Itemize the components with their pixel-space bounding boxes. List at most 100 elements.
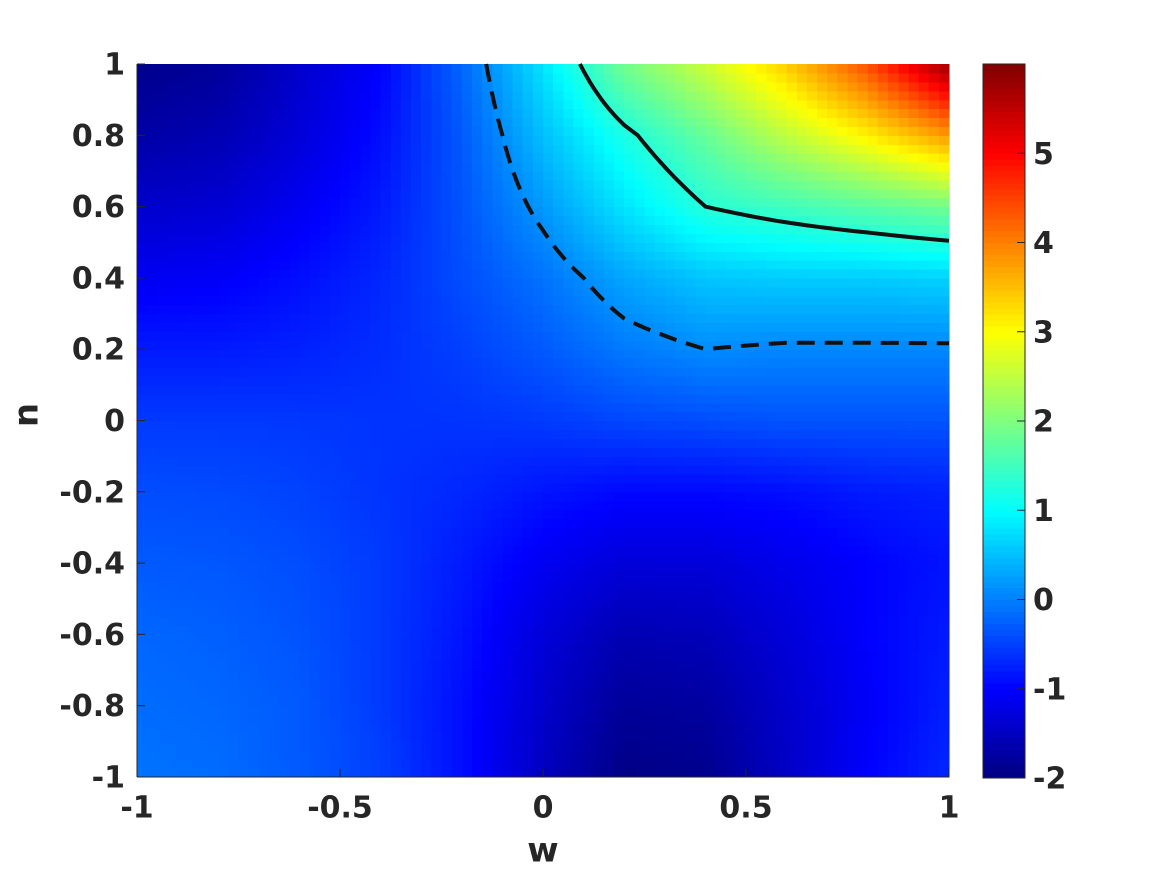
contour-cell <box>624 367 635 377</box>
contour-cell <box>471 652 483 662</box>
contour-cell <box>421 598 432 609</box>
contour-cell <box>360 572 372 582</box>
contour-cell <box>482 144 493 154</box>
contour-cell <box>573 260 585 270</box>
contour-cell <box>208 197 219 208</box>
contour-cell <box>319 144 331 154</box>
contour-cell <box>593 473 605 484</box>
contour-cell <box>279 491 290 502</box>
contour-cell <box>492 286 503 297</box>
contour-cell <box>674 242 686 252</box>
contour-cell <box>258 750 270 760</box>
contour-cell <box>147 384 158 395</box>
contour-cell <box>614 563 625 573</box>
contour-cell <box>634 358 646 368</box>
contour-cell <box>147 536 158 546</box>
contour-cell <box>746 438 757 448</box>
contour-cell <box>238 313 250 324</box>
contour-cell <box>664 268 676 279</box>
contour-cell <box>492 411 503 422</box>
contour-cell <box>471 108 483 119</box>
contour-cell <box>248 188 260 199</box>
contour-cell <box>634 482 646 493</box>
contour-cell <box>380 732 392 742</box>
contour-cell <box>441 286 453 297</box>
contour-cell <box>735 420 747 431</box>
contour-cell <box>674 268 686 279</box>
contour-cell <box>370 135 382 145</box>
contour-cell <box>512 126 524 136</box>
contour-cell <box>218 482 229 493</box>
contour-cell <box>471 465 483 475</box>
contour-cell <box>766 723 778 734</box>
contour-cell <box>157 349 169 359</box>
contour-cell <box>502 206 514 217</box>
contour-cell <box>299 411 311 422</box>
contour-cell <box>390 661 402 671</box>
contour-cell <box>380 678 392 689</box>
contour-cell <box>411 188 422 199</box>
contour-cell <box>725 367 737 377</box>
contour-cell <box>289 607 300 618</box>
contour-cell <box>329 126 341 136</box>
contour-cell <box>492 402 503 413</box>
contour-cell <box>411 197 422 208</box>
contour-cell <box>218 304 229 315</box>
contour-cell <box>543 313 554 324</box>
contour-cell <box>725 349 737 359</box>
contour-cell <box>502 536 514 546</box>
contour-cell <box>167 153 179 163</box>
contour-cell <box>553 304 564 315</box>
contour-cell <box>350 215 361 226</box>
contour-cell <box>218 572 229 582</box>
contour-cell <box>583 313 595 324</box>
contour-cell <box>664 572 676 582</box>
contour-cell <box>634 447 646 457</box>
contour-cell <box>137 554 148 564</box>
contour-cell <box>197 99 209 110</box>
contour-cell <box>218 643 229 653</box>
contour-cell <box>553 384 564 395</box>
contour-cell <box>583 117 595 127</box>
contour-cell <box>695 438 706 448</box>
contour-cell <box>167 126 179 136</box>
contour-cell <box>157 188 169 199</box>
contour-cell <box>268 402 280 413</box>
contour-cell <box>644 714 656 725</box>
contour-cell <box>756 643 767 653</box>
contour-cell <box>685 705 696 716</box>
contour-cell <box>147 545 158 555</box>
contour-cell <box>735 572 747 582</box>
contour-cell <box>238 732 250 742</box>
contour-cell <box>685 90 696 101</box>
contour-cell <box>137 429 148 439</box>
contour-cell <box>654 268 666 279</box>
contour-cell <box>137 670 148 680</box>
contour-cell <box>441 563 453 573</box>
contour-cell <box>400 625 412 635</box>
contour-cell <box>157 768 169 778</box>
contour-cell <box>664 358 676 368</box>
contour-cell <box>228 286 240 297</box>
contour-cell <box>543 687 554 698</box>
contour-cell <box>715 634 727 644</box>
contour-cell <box>451 687 463 698</box>
contour-cell <box>553 260 564 270</box>
contour-cell <box>360 349 372 359</box>
contour-cell <box>553 696 564 707</box>
contour-cell <box>248 696 260 707</box>
contour-cell <box>208 375 219 386</box>
contour-cell <box>624 589 635 600</box>
contour-cell <box>614 224 625 234</box>
contour-cell <box>492 643 503 653</box>
contour-cell <box>654 438 666 448</box>
contour-cell <box>756 563 767 573</box>
contour-cell <box>461 527 473 537</box>
contour-cell <box>299 518 311 529</box>
contour-cell <box>268 661 280 671</box>
contour-cell <box>715 705 727 716</box>
contour-cell <box>400 242 412 252</box>
contour-cell <box>522 447 534 457</box>
contour-cell <box>482 384 493 395</box>
contour-cell <box>746 447 757 457</box>
